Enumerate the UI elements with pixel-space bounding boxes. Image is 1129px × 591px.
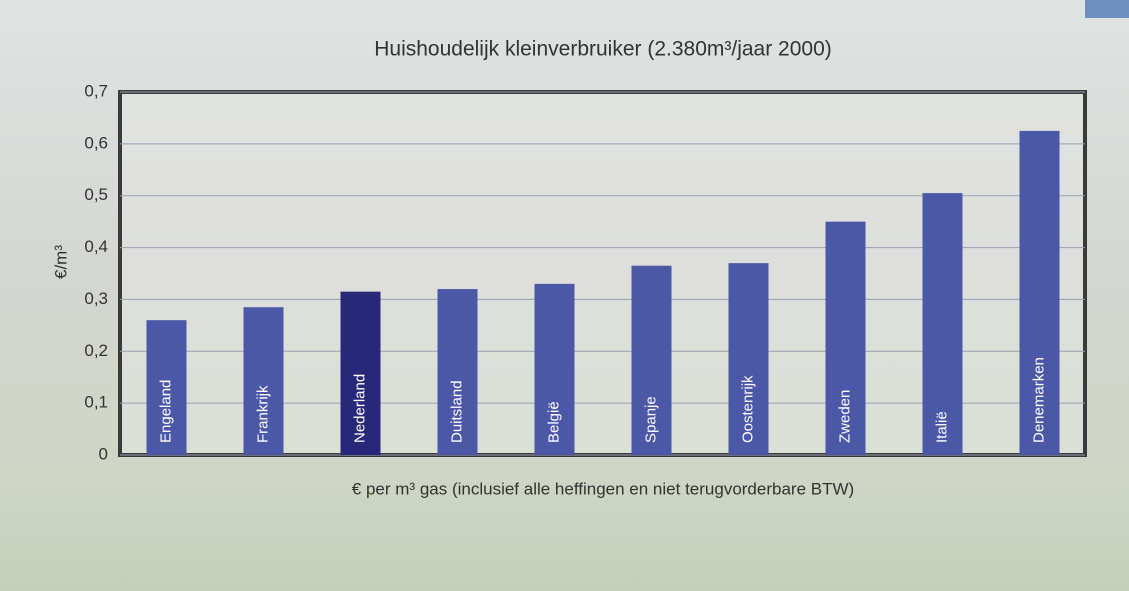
y-tick-label: 0,2 [84,341,108,360]
x-tick-label: België [545,401,562,443]
chart-title: Huishoudelijk kleinverbruiker (2.380m³/j… [374,38,832,61]
x-tick-label: Engeland [157,380,174,443]
y-tick-label: 0,4 [84,237,108,256]
y-tick-label: 0 [99,444,108,463]
y-tick-label: 0,7 [84,81,108,100]
y-tick-label: 0,5 [84,185,108,204]
y-tick-label: 0,3 [84,289,108,308]
y-tick-label: 0,1 [84,393,108,412]
corner-block [1085,0,1129,18]
x-tick-label: Zweden [836,390,853,443]
x-tick-label: Italië [933,411,950,443]
chart: Huishoudelijk kleinverbruiker (2.380m³/j… [0,0,1129,591]
x-tick-label: Duitsland [448,380,465,443]
y-axis-label: €/m³ [51,245,70,279]
x-tick-label: Frankrijk [254,385,271,443]
x-tick-label: Spanje [642,396,659,443]
x-tick-label: Oostenrijk [739,375,756,443]
x-tick-label: Nederland [351,374,368,443]
x-axis-label: € per m³ gas (inclusief alle heffingen e… [352,479,854,498]
y-tick-label: 0,6 [84,133,108,152]
x-tick-label: Denemarken [1030,357,1047,443]
